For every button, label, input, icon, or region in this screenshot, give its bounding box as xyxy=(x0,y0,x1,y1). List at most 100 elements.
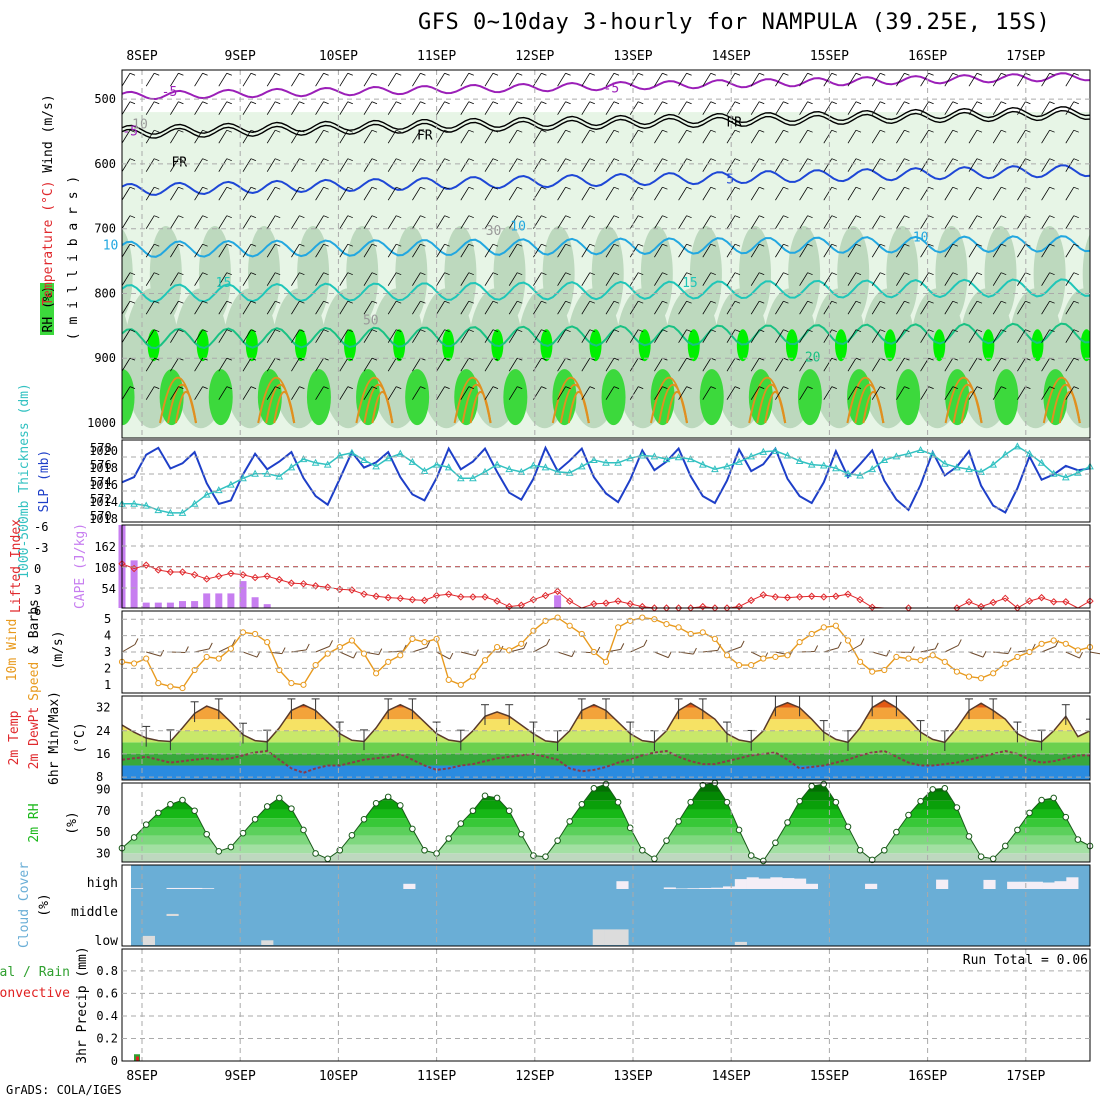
wind-barb xyxy=(242,129,252,144)
temp-wind-axis-label-part xyxy=(41,173,56,181)
wind-barb xyxy=(339,101,349,115)
wind-speed-point xyxy=(203,653,210,661)
cloud-bar-high xyxy=(1066,877,1079,889)
thickness-point xyxy=(590,455,598,464)
wind-barb-flag xyxy=(444,357,450,361)
wind-barb xyxy=(847,300,857,315)
wind-barb-flag xyxy=(831,129,837,133)
wind-barb xyxy=(170,243,179,258)
wind-barb-flag xyxy=(154,215,160,219)
wind-barb-flag xyxy=(662,158,668,162)
wind-barb xyxy=(170,101,179,115)
wind-barb-flag xyxy=(952,101,958,105)
wind-barb-flag xyxy=(371,129,378,133)
wind-barb-flag xyxy=(517,300,523,304)
wind-barb xyxy=(387,329,397,343)
temp-band xyxy=(122,719,1090,731)
wind-barb xyxy=(605,300,615,315)
wind-barb-flag xyxy=(323,329,329,333)
wind-barb xyxy=(266,243,276,258)
wind-barb xyxy=(460,300,470,315)
wind-barb xyxy=(968,129,978,144)
wind-barb xyxy=(1041,272,1050,286)
wind-barb-flag xyxy=(613,300,620,304)
wind-barb xyxy=(170,158,179,172)
wind-barb-flag xyxy=(541,357,547,361)
wind-barb-flag xyxy=(734,272,741,276)
wind-barb xyxy=(460,357,470,372)
wind-barb-flag xyxy=(420,129,426,133)
rh-bright-core xyxy=(1031,329,1044,362)
wind-barb xyxy=(339,357,349,372)
wind-barb xyxy=(242,101,252,115)
wind-barb xyxy=(484,101,494,115)
wind-barb-flag xyxy=(686,329,692,333)
wind-barb xyxy=(460,72,470,87)
wind-barb xyxy=(799,186,808,201)
pressure-tick: 600 xyxy=(94,157,116,171)
wind-barb xyxy=(1065,357,1075,372)
rh-point xyxy=(203,830,210,838)
wind-barb-flag xyxy=(250,186,257,190)
wind-barb-flag xyxy=(734,158,741,162)
rh-point xyxy=(530,852,537,859)
rh-point xyxy=(651,855,658,863)
wind-barb-flag xyxy=(710,386,716,390)
wind-speed-point xyxy=(917,657,924,664)
wind-barb xyxy=(944,101,954,115)
li-point xyxy=(396,594,405,603)
wind-barb xyxy=(194,300,203,315)
top-day-label: 17SEP xyxy=(1006,49,1045,64)
wind-speed-point xyxy=(990,670,997,677)
wind-barb xyxy=(412,300,421,315)
wind-barb xyxy=(1017,329,1026,343)
wind-barb-flag xyxy=(492,186,499,190)
wind-barb-flag xyxy=(226,186,232,190)
wind-barb-flag xyxy=(468,101,474,105)
rh-mid-blob xyxy=(395,226,428,323)
wind-barb-flag xyxy=(565,101,571,105)
wind-barb-flag xyxy=(275,101,281,105)
li-point xyxy=(626,600,634,608)
wind-barb xyxy=(387,215,397,229)
wind-barb-flag xyxy=(396,329,402,333)
li-point xyxy=(323,583,332,591)
wind-barb-flag xyxy=(444,72,450,76)
wind-barb xyxy=(122,357,131,372)
wind-barb xyxy=(726,215,736,229)
wind-barb-flag xyxy=(880,186,886,190)
wind-barb-flag xyxy=(492,386,499,390)
wind-barb-flag xyxy=(904,300,910,304)
rh-mid-blob xyxy=(886,226,919,323)
rh-band xyxy=(122,791,1090,801)
wind-barb xyxy=(847,72,857,87)
rh-point xyxy=(179,796,186,804)
cloud-bar-low xyxy=(592,929,605,945)
rh-mid-blob xyxy=(788,226,821,323)
wind-barb-flag xyxy=(976,158,983,162)
wind-speed-point xyxy=(227,645,234,652)
rh-mid-blob xyxy=(837,226,870,323)
cloud-bar-high xyxy=(722,886,736,889)
wind-barb xyxy=(122,158,131,172)
wind-barb xyxy=(436,72,445,87)
wind-barb-flag xyxy=(976,272,983,276)
li-tick: -6 xyxy=(34,520,48,534)
wind-speed-point xyxy=(615,624,622,631)
wind-barb-flag xyxy=(807,158,813,162)
wind-barb xyxy=(291,357,300,372)
wind-barb-flag xyxy=(299,215,305,219)
thickness-point xyxy=(154,506,163,514)
wind-barb xyxy=(194,357,203,372)
wind-barb-flag xyxy=(468,158,474,162)
wind-barb xyxy=(170,386,179,400)
wind-barb xyxy=(1017,386,1026,400)
wind-barb-10m-feather xyxy=(886,649,891,657)
li-point xyxy=(529,595,538,604)
wind-barb-flag xyxy=(1001,215,1007,219)
wind-barb-flag xyxy=(420,300,426,304)
wind-barb xyxy=(218,329,228,343)
wind-barb-flag xyxy=(371,72,378,76)
wind-barb-flag xyxy=(541,329,547,333)
wind-barb-flag xyxy=(638,300,644,304)
